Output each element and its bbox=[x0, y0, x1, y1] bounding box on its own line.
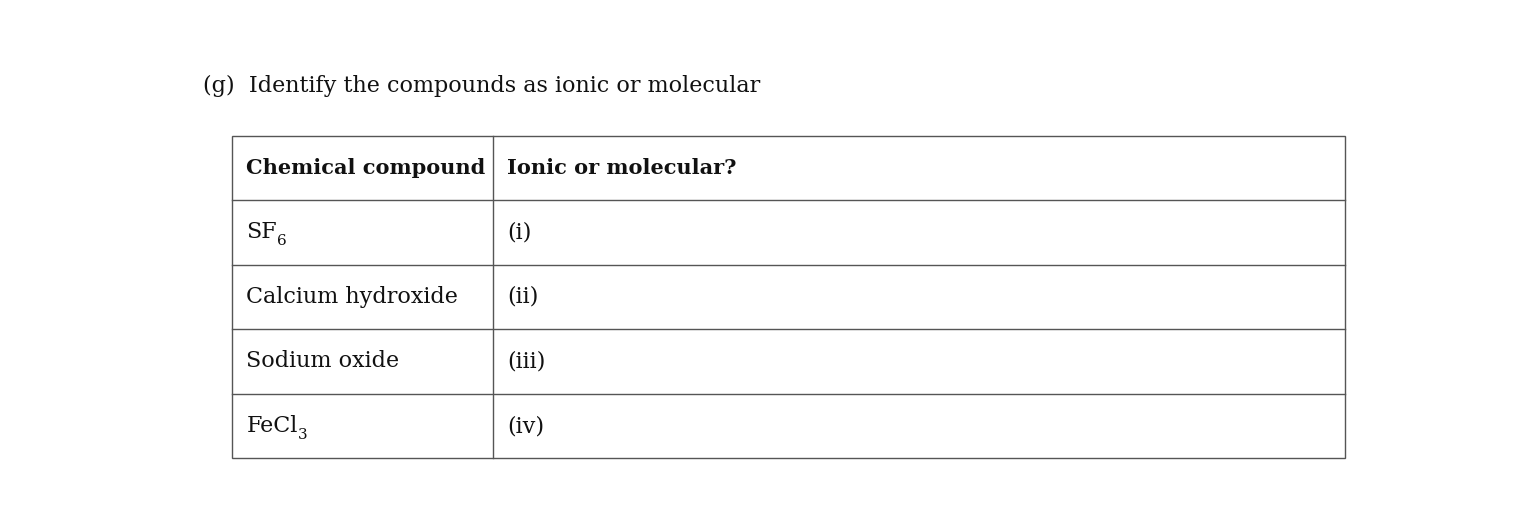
Text: Calcium hydroxide: Calcium hydroxide bbox=[246, 286, 458, 308]
Text: (iii): (iii) bbox=[507, 351, 545, 373]
Text: (i): (i) bbox=[507, 221, 531, 243]
Text: FeCl: FeCl bbox=[246, 415, 298, 437]
Text: Sodium oxide: Sodium oxide bbox=[246, 351, 400, 373]
Bar bbox=[232, 136, 1345, 458]
Text: Chemical compound: Chemical compound bbox=[246, 158, 486, 178]
Text: 3: 3 bbox=[298, 428, 307, 442]
Text: 6: 6 bbox=[276, 234, 287, 248]
Text: SF: SF bbox=[246, 221, 276, 243]
Text: (ii): (ii) bbox=[507, 286, 538, 308]
Text: Ionic or molecular?: Ionic or molecular? bbox=[507, 158, 736, 178]
Text: (iv): (iv) bbox=[507, 415, 544, 437]
Text: (g)  Identify the compounds as ionic or molecular: (g) Identify the compounds as ionic or m… bbox=[203, 75, 760, 97]
